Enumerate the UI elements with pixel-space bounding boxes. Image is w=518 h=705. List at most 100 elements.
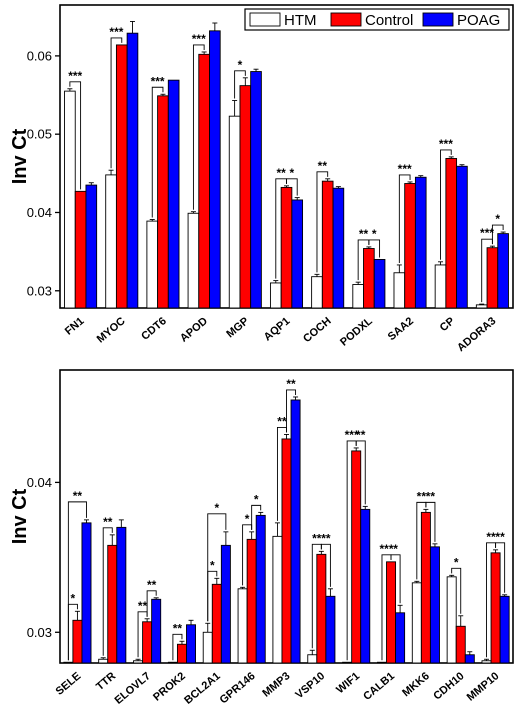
y-tick-label: 0.03 [27,625,52,640]
bar-control [107,544,118,664]
category-label: AQP1 [262,315,293,343]
bar-control [239,85,252,309]
bar-poag [126,32,139,309]
category-label: COCH [301,315,334,345]
bar-poag [85,184,98,309]
y-axis-label: Inv Ct [9,488,31,544]
significance-label: *** [398,162,412,176]
significance-label: * [210,558,215,572]
category-label: CDT6 [139,315,169,343]
significance-label: *** [439,137,453,151]
bar-poag [325,595,336,664]
bar-htm [63,661,74,664]
legend-swatch-poag [422,12,454,27]
legend-swatch-htm [249,12,281,27]
bar-htm [311,276,323,309]
y-tick-label: 0.03 [27,283,52,298]
category-label: BCL2A1 [182,670,222,705]
bar-poag [81,522,92,664]
significance-label: ** [312,531,322,545]
bar-htm [146,220,159,309]
significance-bracket [102,527,113,656]
significance-label: ** [426,489,436,503]
significance-bracket [368,239,381,258]
category-label: ADORA3 [455,315,498,354]
bar-control [486,247,499,309]
y-tick-label: 0.04 [27,475,52,490]
category-label: CDH10 [431,670,466,702]
category-label: VSP10 [293,670,327,701]
bar-control [211,583,222,664]
bar-poag [456,165,468,309]
significance-bracket [355,440,366,505]
category-label: ELOVL7 [113,670,153,705]
significance-label: ** [138,599,148,613]
bar-control [445,158,458,309]
bar-control [142,621,153,664]
significance-bracket [67,501,87,661]
bar-htm [434,264,447,309]
significance-label: ** [103,515,113,529]
bar-poag [186,624,197,664]
significance-label: * [372,227,377,241]
category-label: CP [438,315,457,334]
category-label: FN1 [63,315,87,338]
bar-control [157,95,169,309]
bar-poag [167,79,180,309]
category-label: MKK6 [400,670,432,699]
bar-control [176,643,187,664]
bar-poag [116,526,127,664]
significance-bracket [251,504,262,530]
significance-label: * [454,555,459,569]
legend-label: Control [365,12,413,29]
significance-label: *** [109,25,123,39]
bar-control [280,186,293,309]
significance-label: *** [151,74,165,88]
category-label: TTR [94,670,118,693]
significance-bracket [146,590,157,617]
significance-bracket [316,171,329,273]
significance-label: ** [321,531,331,545]
bar-poag [290,399,301,664]
bar-control [281,438,292,664]
bar-poag [291,199,304,309]
bar-htm [269,282,282,309]
bar-htm [307,654,318,664]
significance-label: *** [192,32,206,46]
significance-label: * [393,542,398,556]
bar-control [351,450,362,664]
bar-control [72,619,83,664]
significance-label: * [495,212,500,226]
bar-htm [228,115,241,309]
bar-poag [250,71,262,309]
category-label: SELE [54,670,84,698]
bar-htm [342,661,353,664]
significance-label: *** [480,226,494,240]
legend-swatch-control [330,12,362,27]
significance-label: ** [417,489,427,503]
bar-htm [98,658,109,664]
bar-control [316,553,327,664]
bar-poag [209,30,221,309]
significance-label: * [238,58,243,72]
y-axis-label: Inv Ct [9,128,31,184]
y-tick-label: 0.04 [27,205,52,220]
bar-control [198,53,210,309]
significance-bracket [390,554,401,604]
category-label: MYOC [95,315,128,345]
significance-label: * [71,591,76,605]
significance-label: *** [345,428,359,442]
significance-bracket [440,149,452,260]
significance-bracket [491,224,504,245]
bar-poag [220,544,231,664]
significance-label: * [290,166,295,180]
bar-htm [411,582,422,664]
significance-bracket [425,501,436,542]
legend-label: POAG [457,12,500,29]
bar-control [404,183,416,309]
category-label: APOD [178,315,210,345]
significance-label: ** [318,159,328,173]
significance-bracket [234,70,246,99]
bar-control [321,180,334,309]
